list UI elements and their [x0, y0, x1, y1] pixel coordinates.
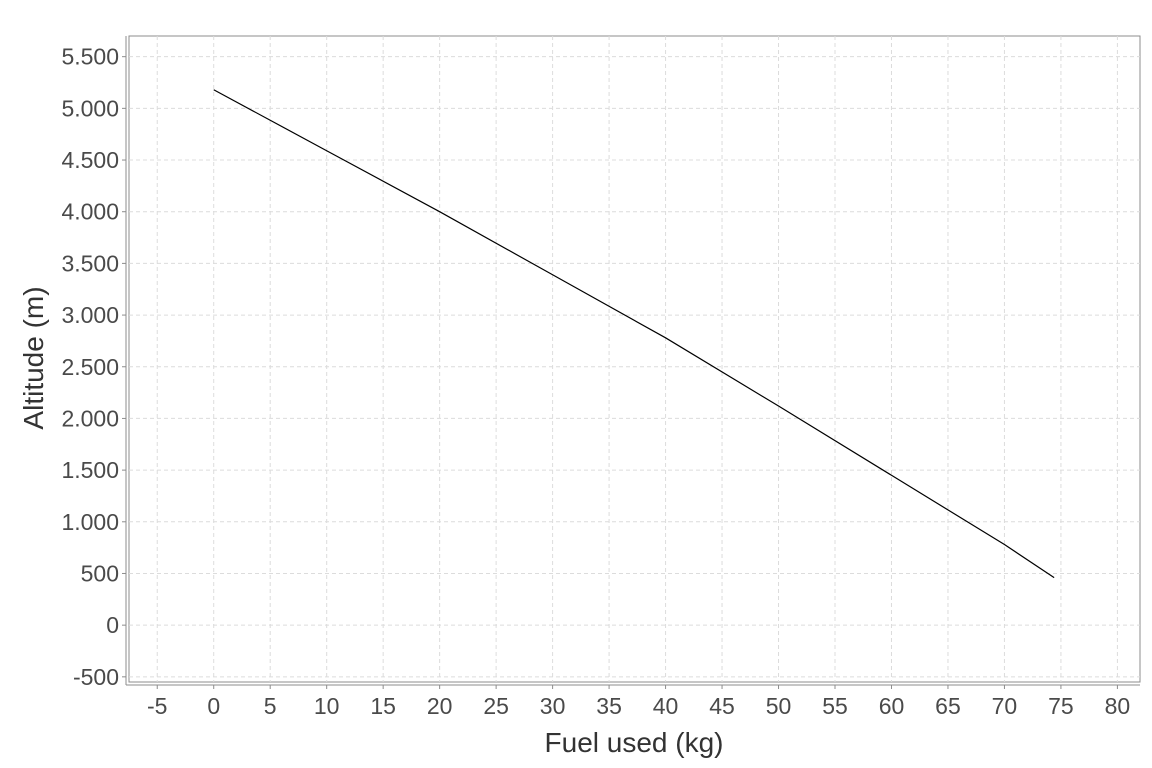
x-tick-label: 80	[1105, 693, 1131, 719]
y-tick-label: 4.500	[61, 147, 119, 173]
y-tick-label: 2.500	[61, 354, 119, 380]
y-tick-label: 3.500	[61, 250, 119, 276]
grid	[129, 36, 1140, 682]
x-tick-label: 45	[709, 693, 735, 719]
x-tick-label: 15	[370, 693, 396, 719]
y-tick-label: 5.000	[61, 95, 119, 121]
x-tick-label: 5	[264, 693, 277, 719]
y-tick-label: 1.000	[61, 509, 119, 535]
y-tick-label: 0	[106, 612, 119, 638]
x-tick-label: 75	[1048, 693, 1074, 719]
y-tick-label: -500	[73, 664, 119, 690]
x-tick-label: -5	[147, 693, 167, 719]
x-axis-title: Fuel used (kg)	[545, 727, 724, 758]
series-line	[213, 89, 1055, 579]
y-tick-label: 5.500	[61, 44, 119, 70]
x-tick-label: 60	[879, 693, 905, 719]
y-tick-label: 500	[81, 560, 119, 586]
axes	[125, 36, 1140, 686]
plot-area	[128, 35, 1141, 683]
x-tick-label: 10	[314, 693, 340, 719]
x-tick-label: 25	[483, 693, 509, 719]
x-tick-label: 55	[822, 693, 848, 719]
x-tick-label: 40	[653, 693, 679, 719]
y-axis-title: Altitude (m)	[18, 286, 49, 429]
y-axis-ticks: -500 0 500 1.000 1.500 2.000 2.500 3.000 3.500 4.…	[61, 44, 126, 690]
x-tick-label: 70	[992, 693, 1018, 719]
y-tick-label: 4.000	[61, 199, 119, 225]
y-tick-label: 3.000	[61, 302, 119, 328]
x-tick-label: 65	[935, 693, 961, 719]
x-tick-label: 50	[766, 693, 792, 719]
x-axis-ticks: -5 0 5 10 15 20 25 30 35 40 45 50 55 60 65 70 75 80	[147, 685, 1130, 719]
x-tick-label: 30	[540, 693, 566, 719]
y-tick-label: 2.000	[61, 405, 119, 431]
y-tick-label: 1.500	[61, 457, 119, 483]
x-tick-label: 0	[207, 693, 220, 719]
x-tick-label: 20	[427, 693, 453, 719]
x-tick-label: 35	[596, 693, 622, 719]
series-layer	[213, 89, 1055, 579]
